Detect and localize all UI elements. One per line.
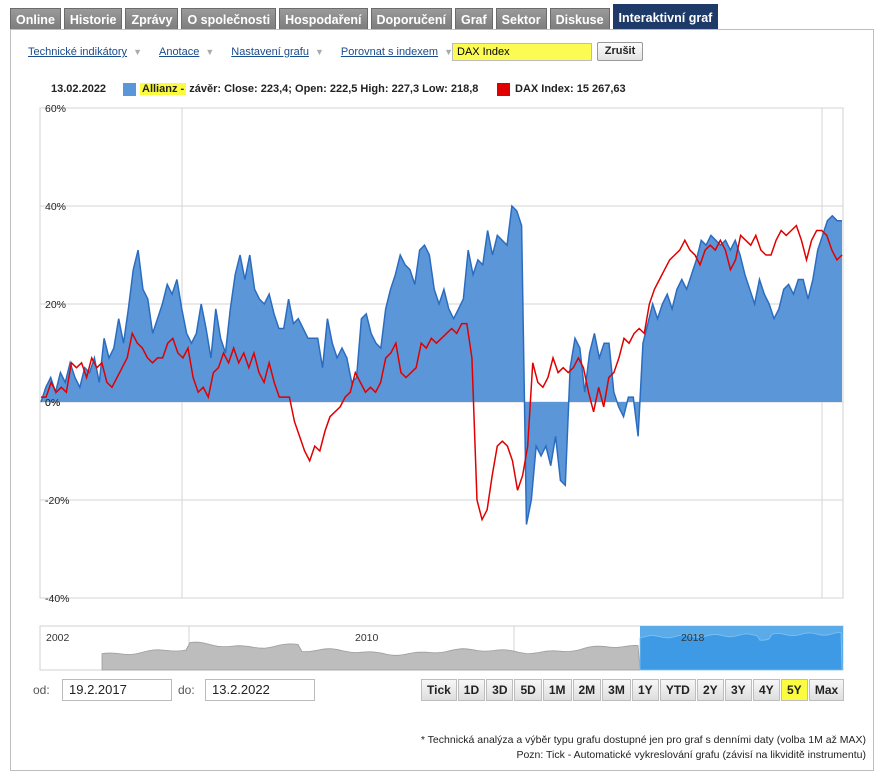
note-tick: Pozn: Tick - Automatické vykreslování gr…	[516, 749, 866, 761]
range-button-3m[interactable]: 3M	[602, 679, 631, 701]
to-label: do:	[178, 683, 195, 697]
annotations-menu[interactable]: Anotace	[158, 46, 200, 58]
tab-o-spolecnosti[interactable]: O společnosti	[181, 8, 277, 30]
indicators-caret-icon[interactable]: ▼	[133, 47, 142, 57]
compare-index-menu[interactable]: Porovnat s indexem	[340, 46, 439, 58]
range-button-5d[interactable]: 5D	[514, 679, 542, 701]
range-button-1d[interactable]: 1D	[457, 679, 486, 701]
annotations-caret-icon[interactable]: ▼	[205, 47, 215, 57]
indicators-menu[interactable]: Technické indikátory	[28, 46, 128, 58]
tab-diskuse[interactable]: Diskuse	[549, 8, 610, 30]
legend-date: 13.02.2022	[51, 83, 107, 95]
from-label: od:	[33, 683, 50, 697]
range-button-tick[interactable]: Tick	[421, 679, 457, 701]
compare-caret-icon[interactable]: ▼	[444, 47, 453, 57]
tab-graf[interactable]: Graf	[454, 8, 493, 30]
range-button-1y[interactable]: 1Y	[631, 679, 659, 701]
dax-legend[interactable]: DAX Index: 15 267,63	[515, 83, 626, 95]
allianz-name: Allianz -	[140, 83, 187, 95]
note-technical: * Technická analýza a výběr typu grafu d…	[420, 734, 866, 746]
chart-settings-menu[interactable]: Nastavení grafu	[231, 46, 309, 58]
to-date-input[interactable]: 13.2.2022	[205, 679, 315, 701]
range-button-4y[interactable]: 4Y	[752, 679, 780, 701]
tab-zpravy[interactable]: Zprávy	[125, 8, 179, 30]
dax-line[interactable]	[41, 224, 843, 522]
tab-online[interactable]: Online	[10, 8, 61, 30]
y-tick-label: 20%	[45, 299, 66, 311]
y-tick-label: 40%	[45, 201, 66, 213]
allianz-area	[41, 206, 842, 525]
allianz-legend[interactable]: Allianz - závěr: Close: 223,4; Open: 222…	[140, 83, 478, 95]
allianz-values: závěr: Close: 223,4; Open: 222,5 High: 2…	[189, 83, 479, 95]
cancel-compare-button[interactable]: Zrušit	[597, 42, 643, 61]
y-tick-label: -40%	[45, 593, 70, 605]
navigator-year-label: 2002	[46, 632, 70, 644]
price-chart[interactable]: 60%40%20%0%-20%-40%0%2002 2010 2018	[0, 0, 884, 680]
tab-hospodareni[interactable]: Hospodaření	[279, 8, 368, 30]
dax-swatch	[497, 83, 510, 96]
range-button-2m[interactable]: 2M	[572, 679, 602, 701]
tab-interaktivni-graf[interactable]: Interaktivní graf	[612, 4, 719, 30]
tab-bar: Online Historie Zprávy O společnosti Hos…	[10, 4, 719, 30]
range-button-2y[interactable]: 2Y	[696, 679, 724, 701]
chart-toolbar: Technické indikátory ▼ Anotace ▼ Nastave…	[28, 43, 470, 61]
settings-caret-icon[interactable]: ▼	[314, 47, 324, 57]
tab-doporuceni[interactable]: Doporučení	[370, 8, 452, 30]
range-button-max[interactable]: Max	[808, 679, 845, 701]
range-button-5y[interactable]: 5Y	[780, 679, 808, 701]
tab-historie[interactable]: Historie	[63, 8, 123, 30]
y-tick-label: -20%	[45, 495, 70, 507]
range-button-1m[interactable]: 1M	[542, 679, 572, 701]
y-tick-label: 60%	[45, 103, 66, 115]
navigator-year-label: 2018	[681, 632, 705, 644]
chart-legend: 13.02.2022 Allianz - závěr: Close: 223,4…	[0, 82, 884, 98]
allianz-swatch	[123, 83, 136, 96]
navigator-year-label: 2010	[355, 632, 379, 644]
navigator-history-area	[101, 641, 641, 671]
range-buttons: Tick 1D 3D 5D 1M 2M 3M 1Y YTD 2Y 3Y 4Y 5Y Max	[421, 679, 845, 701]
navigator-selected-area	[639, 631, 843, 671]
compare-index-input[interactable]	[452, 43, 592, 61]
zero-label-overlay: 0%	[45, 397, 60, 409]
range-button-3d[interactable]: 3D	[486, 679, 514, 701]
from-date-input[interactable]: 19.2.2017	[62, 679, 172, 701]
range-button-3y[interactable]: 3Y	[724, 679, 752, 701]
tab-sektor[interactable]: Sektor	[495, 8, 547, 30]
allianz-line[interactable]	[40, 204, 842, 525]
range-button-ytd[interactable]: YTD	[659, 679, 696, 701]
